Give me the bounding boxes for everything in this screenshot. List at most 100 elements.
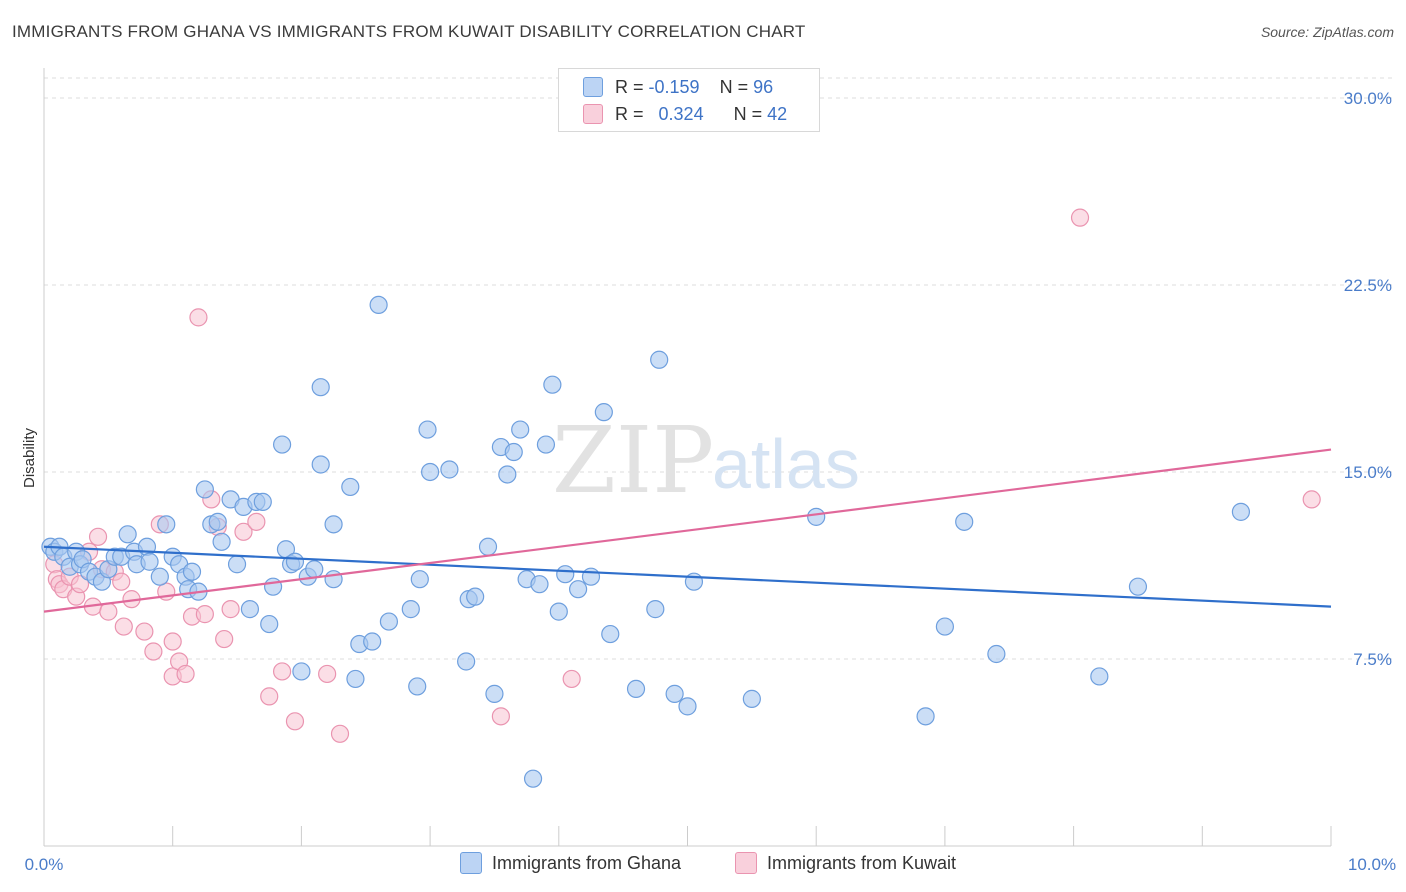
kuwait-point	[176, 664, 195, 684]
ghana-point	[742, 689, 761, 708]
kuwait-point	[135, 622, 154, 641]
ghana-point	[324, 570, 343, 589]
ghana-point	[665, 684, 684, 703]
ghana-point	[272, 435, 292, 454]
kuwait-point	[189, 308, 208, 327]
y-axis-label: Disability	[21, 427, 38, 488]
kuwait-point	[234, 522, 253, 541]
ghana-point	[363, 632, 382, 651]
kuwait-points	[45, 208, 1321, 743]
ghana-point	[260, 614, 279, 634]
ghana-point	[341, 477, 360, 497]
ghana-point	[530, 575, 549, 594]
ghana-point	[678, 697, 697, 716]
legend-r-value-ghana: -0.159	[648, 76, 700, 97]
legend-swatch-ghana	[583, 77, 603, 97]
ghana-points	[41, 295, 1251, 788]
ghana-point	[569, 580, 588, 599]
watermark: ZIP atlas	[552, 407, 860, 514]
kuwait-point	[114, 617, 133, 636]
ghana-point	[408, 677, 427, 696]
legend-r-label: R =	[615, 103, 644, 124]
bottom-legend-ghana: Immigrants from Ghana	[460, 852, 681, 874]
kuwait-point	[318, 664, 337, 684]
ghana-point	[253, 492, 272, 511]
kuwait-point	[272, 662, 292, 681]
kuwait-point	[144, 642, 163, 661]
legend-n-label: N =	[719, 76, 749, 97]
ghana-point	[118, 525, 137, 544]
legend-n-value-kuwait: 42	[767, 103, 788, 124]
ghana-point	[485, 684, 504, 703]
ghana-point	[212, 532, 231, 551]
watermark-zip: ZIP	[552, 407, 714, 514]
axes	[43, 68, 1332, 847]
kuwait-point	[285, 712, 305, 731]
ghana-point	[457, 652, 476, 671]
ghana-point	[987, 644, 1006, 664]
ghana-point	[410, 570, 429, 589]
ghana-point	[240, 600, 260, 619]
kuwait-point	[1302, 490, 1321, 509]
ghana-point	[292, 662, 311, 681]
ghana-point	[305, 560, 324, 579]
ghana-point	[195, 480, 214, 499]
ghana-point	[646, 600, 665, 619]
bottom-legend-swatch-ghana	[460, 852, 482, 874]
kuwait-point	[99, 602, 118, 621]
kuwait-point	[195, 605, 214, 624]
legend-swatch-kuwait	[583, 104, 603, 124]
ghana-point	[916, 707, 935, 726]
trend-lines	[43, 448, 1332, 613]
bottom-legend-kuwait: Immigrants from Kuwait	[735, 852, 956, 874]
ghana-point	[478, 537, 498, 556]
ghana-point	[311, 378, 330, 397]
kuwait-point	[562, 669, 581, 689]
ghana-point	[601, 624, 620, 644]
bottom-legend-label-ghana: Immigrants from Ghana	[492, 852, 682, 873]
kuwait-point	[330, 724, 350, 743]
grid-lines	[44, 77, 1392, 660]
kuwait-point	[88, 527, 108, 546]
ghana-point	[1128, 577, 1148, 596]
kuwait-point	[112, 572, 131, 591]
ghana-point	[208, 512, 227, 531]
legend-row-ghana: R = -0.159 N = 96	[583, 74, 773, 100]
x-tick-label-min: 0.0%	[25, 855, 64, 874]
ghana-point	[549, 602, 568, 621]
kuwait-point	[247, 512, 266, 531]
ghana-point	[150, 567, 169, 586]
ghana-point	[556, 565, 575, 584]
legend-r-value-kuwait: 0.324	[658, 103, 704, 124]
source-label: Source: ZipAtlas.com	[1260, 24, 1394, 40]
x-tick-label-max: 10.0%	[1348, 855, 1396, 874]
ghana-point	[626, 679, 646, 699]
ghana-point	[935, 617, 955, 636]
ghana-point	[1231, 502, 1251, 521]
correlation-legend: R = -0.159 N = 96 R = 0.324 N = 42	[558, 68, 820, 132]
ghana-trend-line	[43, 545, 1332, 608]
ghana-point	[227, 555, 247, 574]
y-tick-label: 7.5%	[1353, 650, 1392, 669]
kuwait-point	[221, 600, 240, 619]
ghana-point	[140, 552, 159, 571]
kuwait-point	[215, 629, 234, 649]
ghana-point	[466, 587, 485, 606]
y-tick-label: 22.5%	[1344, 276, 1392, 295]
legend-r-label: R =	[615, 76, 644, 97]
kuwait-point	[260, 687, 279, 706]
ghana-point	[157, 515, 176, 534]
legend-row-kuwait: R = 0.324 N = 42	[583, 101, 787, 127]
ghana-point	[418, 420, 437, 439]
ghana-point	[1090, 667, 1109, 686]
ghana-point	[401, 600, 420, 619]
ghana-point	[440, 460, 459, 479]
x-tick-labels: 0.0% 10.0%	[25, 855, 1396, 874]
ghana-point	[285, 552, 305, 571]
ghana-point	[421, 462, 440, 482]
legend-n-value-ghana: 96	[753, 76, 774, 97]
y-tick-label: 30.0%	[1344, 89, 1392, 108]
ghana-point	[511, 420, 530, 439]
ghana-point	[807, 507, 826, 526]
